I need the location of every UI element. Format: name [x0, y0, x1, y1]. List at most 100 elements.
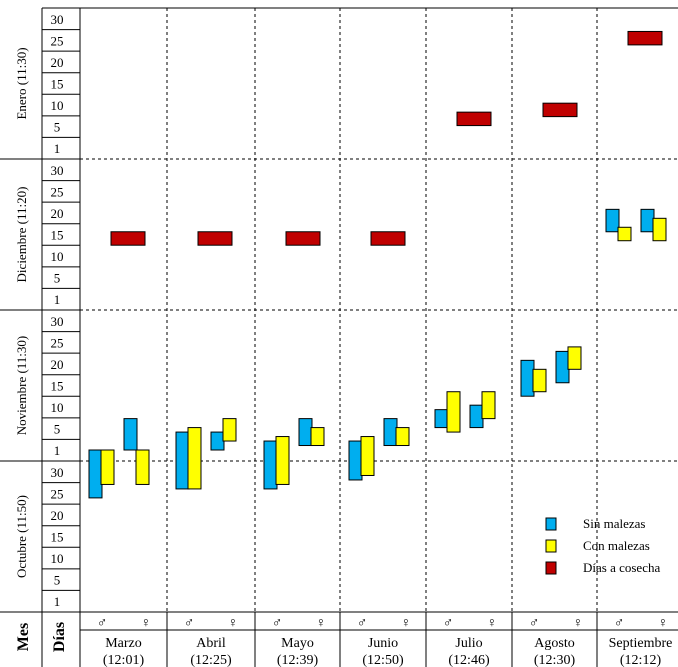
tick-label: 5 — [54, 271, 61, 286]
con-malezas-bar — [617, 226, 632, 242]
sin-malezas-bar — [210, 431, 225, 451]
sin-malezas-bar — [605, 208, 620, 233]
harvest-bar — [627, 30, 663, 46]
tick-label: 30 — [51, 465, 64, 480]
tick-label: 10 — [51, 551, 64, 566]
legend-swatch — [545, 517, 557, 531]
tick-label: 20 — [51, 357, 64, 372]
tick-label: 10 — [51, 249, 64, 264]
con-malezas-bar — [135, 449, 150, 485]
data-bars — [88, 30, 667, 499]
month-row-label: Enero (11:30) — [14, 47, 29, 119]
column-time-label: (12:01) — [103, 653, 145, 667]
column-month-label: Agosto — [534, 636, 574, 651]
con-malezas-bar — [187, 427, 202, 490]
sin-malezas-bar — [175, 431, 190, 490]
male-symbol: ♂ — [614, 616, 625, 631]
sin-malezas-bar — [383, 418, 398, 447]
legend-label: Con malezas — [583, 538, 650, 553]
con-malezas-bar — [275, 436, 290, 485]
sin-malezas-bar — [640, 208, 655, 233]
sin-malezas-bar — [123, 418, 138, 451]
column-time-label: (12:46) — [448, 653, 490, 667]
legend-label: Sin malezas — [583, 516, 645, 531]
column-time-label: (12:50) — [362, 653, 404, 667]
month-column-labels: ♂ ♀Marzo(12:01)♂ ♀Abril(12:25)♂ ♀Mayo(12:39… — [97, 616, 673, 667]
harvest-bar — [542, 102, 578, 118]
month-row-label: Diciembre (11:20) — [14, 187, 29, 283]
female-symbol: ♀ — [141, 616, 152, 631]
female-symbol: ♀ — [228, 616, 239, 631]
sin-malezas-bar — [298, 418, 313, 447]
con-malezas-bar — [310, 427, 325, 447]
sin-malezas-bar — [520, 359, 535, 397]
column-month-label: Julio — [455, 636, 482, 651]
tick-label: 25 — [51, 335, 64, 350]
tick-label: 5 — [54, 120, 61, 135]
tick-label: 5 — [54, 422, 61, 437]
column-month-label: Septiembre — [609, 636, 673, 651]
female-symbol: ♀ — [316, 616, 327, 631]
female-symbol: ♀ — [573, 616, 584, 631]
month-row-label: Noviembre (11:30) — [14, 336, 29, 436]
sin-malezas-bar — [88, 449, 103, 499]
male-symbol: ♂ — [357, 616, 368, 631]
legend: Sin malezas Con malezas Días a cosecha — [545, 516, 660, 575]
column-time-label: (12:25) — [190, 653, 232, 667]
tick-label: 1 — [54, 594, 61, 609]
tick-label: 15 — [51, 228, 64, 243]
tick-label: 30 — [51, 163, 64, 178]
male-symbol: ♂ — [443, 616, 454, 631]
con-malezas-bar — [360, 436, 375, 476]
harvest-bar — [456, 111, 492, 127]
month-row-labels: Enero (11:30) Diciembre (11:20) Noviembre … — [14, 47, 29, 578]
tick-label: 25 — [51, 486, 64, 501]
con-malezas-bar — [100, 449, 115, 485]
sin-malezas-bar — [469, 404, 484, 429]
sin-malezas-bar — [348, 440, 363, 481]
tick-label: 1 — [54, 141, 61, 156]
female-symbol: ♀ — [487, 616, 498, 631]
con-malezas-bar — [395, 427, 410, 447]
column-month-label: Mayo — [281, 636, 314, 651]
harvest-bar — [285, 231, 321, 246]
tick-label: 1 — [54, 292, 61, 307]
con-malezas-bar — [652, 217, 667, 242]
tick-label: 25 — [51, 184, 64, 199]
tick-label: 15 — [51, 379, 64, 394]
tick-label: 20 — [51, 55, 64, 70]
tick-label: 30 — [51, 12, 64, 27]
grid-lines — [0, 7, 678, 667]
con-malezas-bar — [532, 368, 547, 393]
harvest-bar — [197, 231, 233, 246]
sin-malezas-bar — [555, 350, 570, 384]
legend-swatch — [545, 539, 557, 553]
tick-label: 15 — [51, 77, 64, 92]
sin-malezas-bar — [263, 440, 278, 490]
con-malezas-bar — [481, 391, 496, 420]
male-symbol: ♂ — [529, 616, 540, 631]
tick-label: 1 — [54, 443, 61, 458]
tick-label: 10 — [51, 98, 64, 113]
male-symbol: ♂ — [97, 616, 108, 631]
tick-label: 20 — [51, 206, 64, 221]
column-month-label: Marzo — [105, 636, 142, 651]
con-malezas-bar — [446, 391, 461, 433]
tick-label: 5 — [54, 573, 61, 588]
con-malezas-bar — [222, 418, 237, 442]
tick-label: 30 — [51, 314, 64, 329]
tick-label: 20 — [51, 508, 64, 523]
harvest-bar — [370, 231, 406, 246]
tick-label: 15 — [51, 530, 64, 545]
month-row-label: Octubre (11:50) — [14, 495, 29, 578]
legend-swatch — [545, 561, 557, 575]
column-time-label: (12:12) — [620, 653, 662, 667]
column-time-label: (12:39) — [277, 653, 319, 667]
legend-label: Días a cosecha — [583, 560, 660, 575]
mes-axis-title: Mes — [15, 623, 32, 651]
day-tick-labels: 3025201510513025201510513025201510513025… — [42, 12, 80, 609]
column-month-label: Junio — [368, 636, 398, 651]
male-symbol: ♂ — [184, 616, 195, 631]
column-time-label: (12:30) — [534, 653, 576, 667]
